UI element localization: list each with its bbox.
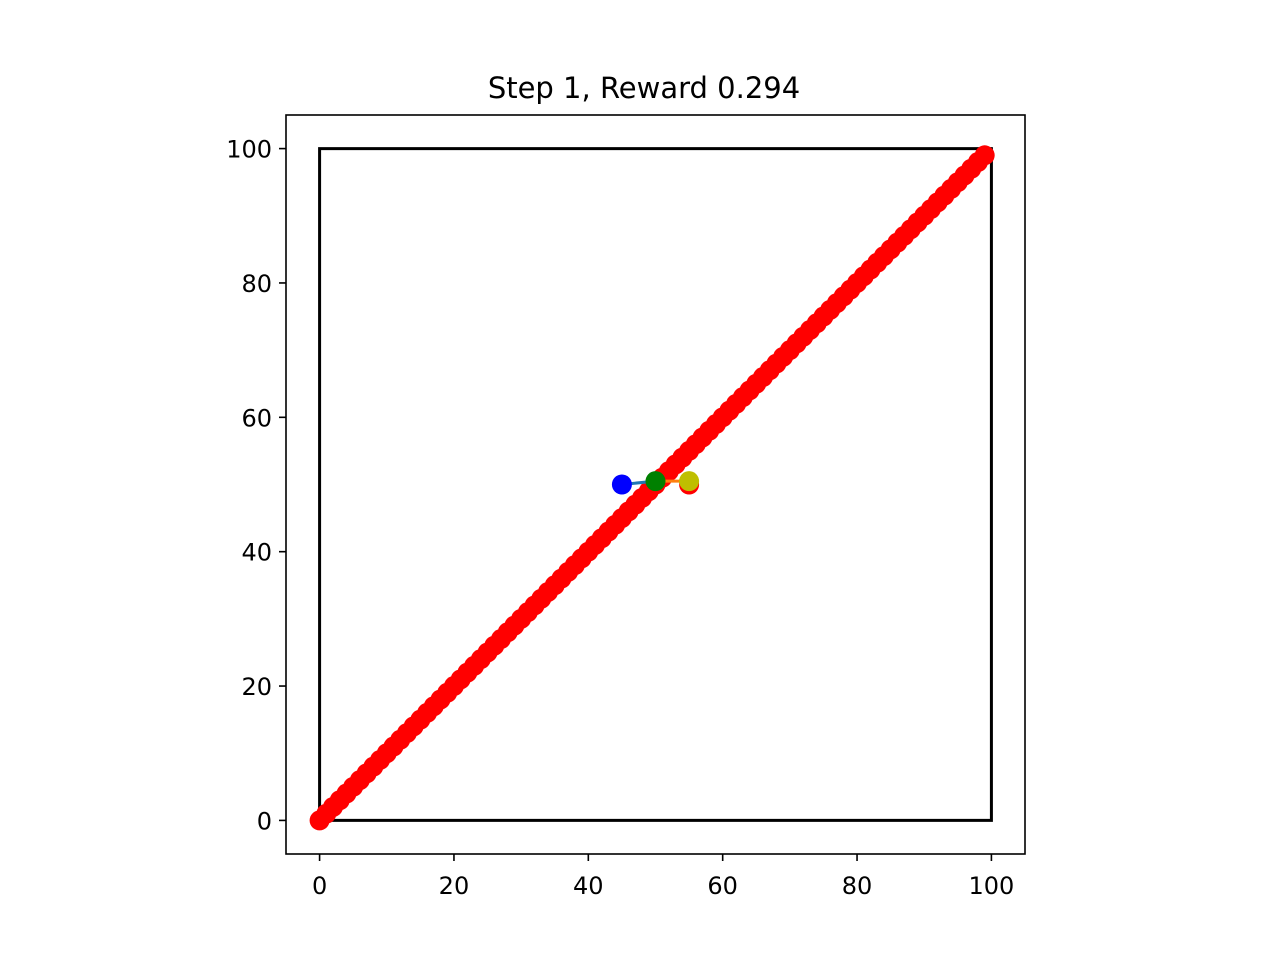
y-tick-label-0: 0 [257,807,272,835]
x-tick-label-1: 20 [439,872,470,900]
x-tick-label-5: 100 [969,872,1015,900]
marker-point-4-0 [645,471,666,492]
marker-point-3-0 [611,474,632,495]
y-tick-label-4: 80 [241,270,272,298]
y-tick-label-5: 100 [226,136,272,164]
x-tick-label-2: 40 [573,872,604,900]
y-tick-label-3: 60 [241,404,272,432]
trajectory-point-99 [974,145,995,166]
axes: 0 20 40 60 80 100 0 20 40 60 80 100 [226,114,1026,900]
axes-frame [285,114,1026,855]
x-tick-label-4: 80 [842,872,873,900]
plot-content [309,145,995,831]
y-tick-label-2: 40 [241,539,272,567]
plot-area [309,145,995,831]
y-tick-label-1: 20 [241,673,272,701]
chart-title: Step 1, Reward 0.294 [488,71,800,105]
x-tick-label-3: 60 [707,872,738,900]
marker-point-5-0 [679,471,700,492]
x-tick-label-0: 0 [312,872,327,900]
